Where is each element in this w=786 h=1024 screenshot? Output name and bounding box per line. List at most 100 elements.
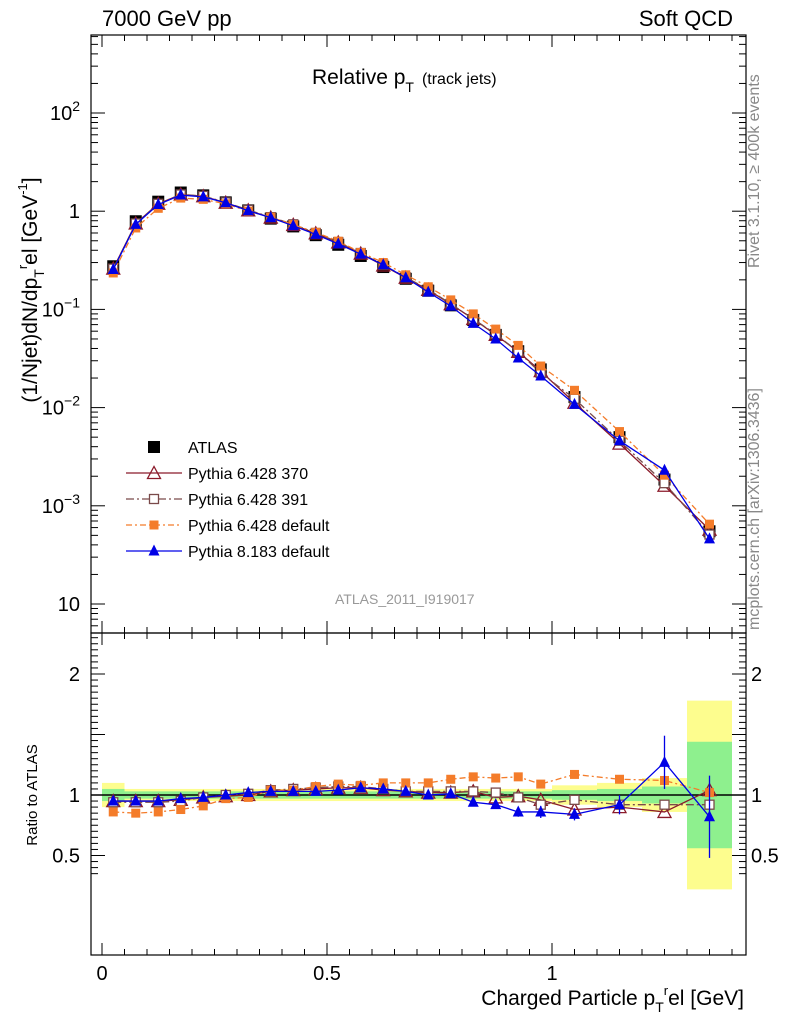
legend-marker-atlas xyxy=(148,441,160,453)
series-3-main-point xyxy=(569,397,580,409)
series-3-ratio-point xyxy=(445,787,457,799)
x-tick-label: 0.5 xyxy=(313,963,341,985)
series-3-ratio-point xyxy=(704,810,715,822)
series-3-ratio-point xyxy=(265,784,277,796)
series-3-main-point xyxy=(107,262,119,274)
series-2-ratio-point xyxy=(536,779,546,789)
series-2-main-point xyxy=(615,427,624,437)
ratio-tick-label-right: 0.5 xyxy=(751,846,779,868)
ratio-panel-frame xyxy=(90,632,747,956)
series-3-main-point xyxy=(310,227,322,239)
data-series xyxy=(105,186,718,858)
y-tick-label: 102 xyxy=(50,98,80,125)
series-3-ratio-point xyxy=(107,794,119,806)
analysis-id-watermark: ATLAS_2011_I919017 xyxy=(335,591,475,607)
series-3-main-point xyxy=(490,332,502,344)
series-3-ratio-point xyxy=(332,783,344,795)
series-3-main-point xyxy=(265,211,277,223)
series-1-ratio-point xyxy=(490,787,501,798)
series-1-main-line xyxy=(112,193,710,535)
legend-label: Pythia 6.428 391 xyxy=(188,492,308,509)
series-3-ratio-point xyxy=(130,794,142,806)
series-3-ratio-point xyxy=(242,786,254,798)
series-3-ratio-point xyxy=(152,794,164,806)
series-1-ratio-point xyxy=(659,799,670,810)
series-2-ratio-point xyxy=(468,772,478,782)
series-3-main-point xyxy=(197,190,209,202)
series-3-ratio-line xyxy=(113,761,711,818)
legend-label: ATLAS xyxy=(188,440,238,457)
series-3-ratio-point xyxy=(400,784,412,796)
legend-marker xyxy=(148,493,160,505)
series-3-ratio-point xyxy=(569,807,580,819)
series-3-ratio-point xyxy=(310,784,322,796)
x-tick-label: 1 xyxy=(546,963,557,985)
series-2-ratio-point xyxy=(513,772,523,782)
series-2-ratio-point xyxy=(570,769,579,779)
series-2-ratio-point xyxy=(198,801,208,811)
series-2-main-point xyxy=(536,361,546,371)
series-2-ratio-point xyxy=(423,778,433,788)
series-3-main-point xyxy=(287,219,299,231)
series-3-ratio-point xyxy=(614,798,625,810)
series-3-ratio-point xyxy=(490,798,502,810)
series-3-ratio-point xyxy=(175,792,187,804)
ratio-tick-label: 1 xyxy=(69,785,80,807)
series-2-main-point xyxy=(491,324,501,334)
series-2-main-point xyxy=(570,385,579,395)
ratio-ylabel: Ratio to ATLAS xyxy=(24,744,41,845)
x-tick-label: 0 xyxy=(96,963,107,985)
legend-marker xyxy=(146,465,162,480)
xlabel: Charged Particle pTrel [GeV] xyxy=(481,983,744,1015)
header-process-label: 7000 GeV pp xyxy=(102,6,232,31)
series-2-ratio-point xyxy=(176,805,186,815)
series-3-ratio-point xyxy=(377,782,389,794)
series-3-main-point xyxy=(152,198,164,210)
series-3-ratio-point xyxy=(287,784,299,796)
series-3-main-point xyxy=(614,434,625,446)
series-2-main-point xyxy=(660,470,669,480)
series-3-main-point xyxy=(377,258,389,270)
series-3-ratio-point xyxy=(422,788,434,800)
series-2-main-point xyxy=(705,519,714,529)
legend-marker xyxy=(149,520,159,530)
series-3-ratio-point xyxy=(355,781,367,793)
chart-title: Relative pT (track jets) xyxy=(312,66,497,95)
series-3-main-point xyxy=(704,532,715,544)
series-3-main-point xyxy=(467,316,479,328)
series-3-main-point xyxy=(659,463,670,475)
series-0-ratio-point xyxy=(656,804,673,819)
series-2-ratio-point xyxy=(131,808,141,818)
series-2-ratio-point xyxy=(108,807,118,817)
y-tick-label: 10−1 xyxy=(42,294,80,321)
series-3-main-point xyxy=(400,271,412,283)
series-2-ratio-point xyxy=(615,774,624,784)
series-3-main-point xyxy=(130,217,142,229)
series-3-ratio-point xyxy=(659,755,670,767)
series-3-ratio-point xyxy=(467,795,479,807)
series-3-ratio-point xyxy=(220,788,232,800)
series-3-main-point xyxy=(445,299,457,311)
ratio-tick-label-right: 2 xyxy=(751,664,762,686)
y-tick-label: 10 xyxy=(58,594,80,616)
series-2-main-point xyxy=(468,309,478,319)
series-3-ratio-point xyxy=(535,805,547,817)
ratio-uncertainty-bands xyxy=(91,700,746,890)
series-3-main-point xyxy=(422,285,434,297)
series-3-main-point xyxy=(242,204,254,216)
legend-label: Pythia 6.428 370 xyxy=(188,466,308,483)
series-2-main-line xyxy=(112,197,710,525)
legend-marker xyxy=(148,544,160,556)
ratio-tick-label: 0.5 xyxy=(52,846,80,868)
series-2-ratio-point xyxy=(153,807,163,817)
series-1-ratio-point xyxy=(569,794,580,805)
series-3-ratio-point xyxy=(197,790,209,802)
y-tick-label: 1 xyxy=(69,201,80,223)
series-2-ratio-point xyxy=(446,774,456,784)
header-category-label: Soft QCD xyxy=(638,6,733,31)
legend: ATLAS Pythia 6.428 370 Pythia 6.428 391 Pyt… xyxy=(126,440,330,561)
series-1-ratio-point xyxy=(513,792,524,803)
series-1-main-point xyxy=(659,478,670,489)
